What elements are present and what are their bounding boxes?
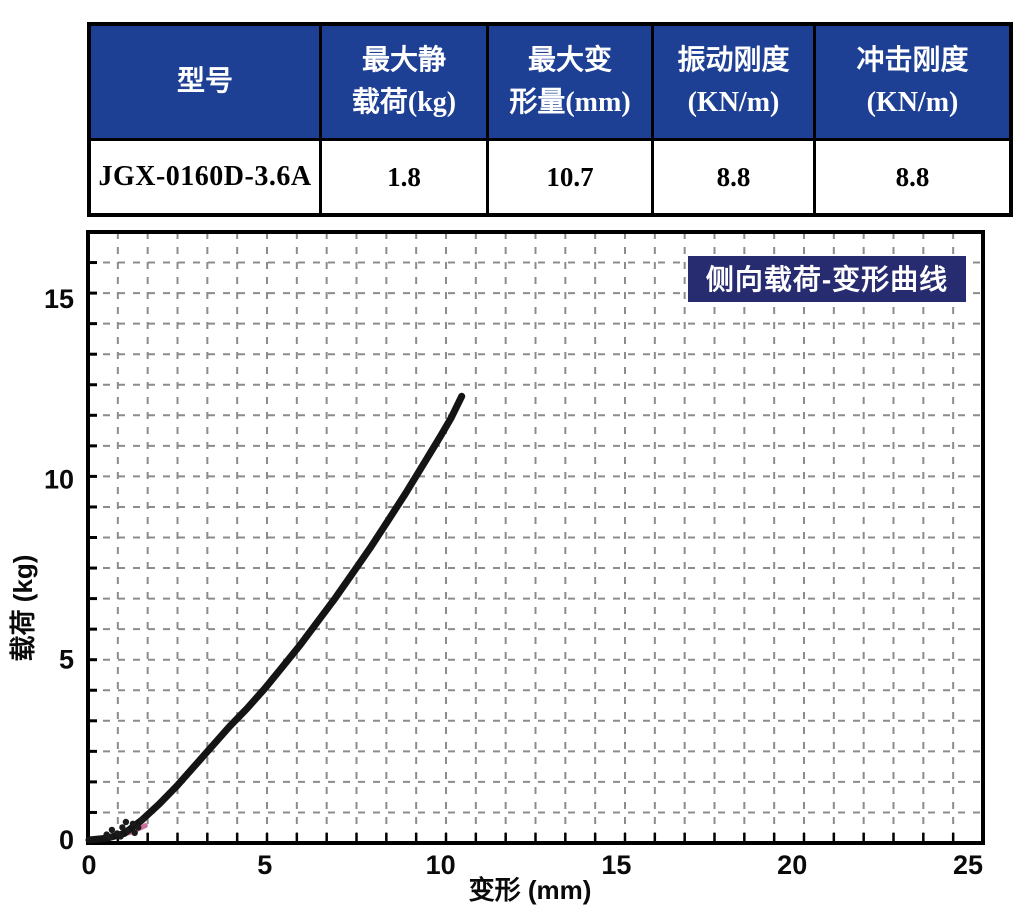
x-tick-label: 10 — [426, 850, 456, 880]
max-static-load-value: 1.8 — [387, 161, 421, 192]
x-axis-title: 变形 (mm) — [469, 875, 592, 905]
spec-header-vibration-stiffness: 振动刚度 (KN/m) — [654, 26, 813, 138]
model-number: JGX-0160D-3.6A — [98, 161, 312, 192]
header-line: 最大变 — [527, 45, 612, 76]
header-line: (KN/m) — [866, 87, 959, 118]
header-line: 形量(mm) — [509, 87, 631, 118]
header-line: 冲击刚度 — [856, 45, 969, 76]
y-tick-label: 10 — [44, 464, 74, 494]
max-deformation-value: 10.7 — [546, 161, 594, 192]
vibration-stiffness-value: 8.8 — [716, 161, 751, 192]
origin-scatter-cluster — [103, 817, 145, 841]
spec-header-model: 型号 — [91, 26, 319, 138]
y-tick-label: 5 — [59, 645, 74, 675]
tick-labels: 0 5 10 15 20 25 0 5 10 15 — [44, 284, 983, 880]
spec-value-model: JGX-0160D-3.6A — [91, 141, 319, 213]
y-tick-label: 15 — [44, 284, 74, 314]
x-tick-label: 0 — [81, 850, 96, 880]
header-line: 最大静 — [361, 45, 446, 76]
x-tick-label: 5 — [257, 850, 272, 880]
x-tick-label: 15 — [601, 850, 631, 880]
spec-header-impact-stiffness: 冲击刚度 (KN/m) — [816, 26, 1009, 138]
header-line: 型号 — [176, 66, 233, 97]
spec-value-max-static-load: 1.8 — [322, 141, 486, 213]
legend-box — [688, 256, 966, 302]
header-line: 振动刚度 — [677, 45, 790, 76]
spec-header-max-static-load: 最大静载荷(kg) — [322, 26, 486, 138]
header-line: 载荷(kg) — [351, 87, 457, 118]
y-tick-label: 0 — [59, 825, 74, 855]
spec-value-impact-stiffness: 8.8 — [816, 141, 1009, 213]
spec-value-vibration-stiffness: 8.8 — [654, 141, 813, 213]
spec-header-max-deformation: 最大变形量(mm) — [489, 26, 651, 138]
spec-value-max-deformation: 10.7 — [489, 141, 651, 213]
y-axis-title: 载荷 (kg) — [8, 555, 38, 662]
x-tick-label: 25 — [953, 850, 983, 880]
spec-table: 型号 最大静载荷(kg) 最大变形量(mm) 振动刚度 (KN/m) 冲击刚度 (K… — [87, 22, 1013, 217]
header-line: (KN/m) — [687, 87, 780, 118]
load-deformation-curve — [85, 392, 466, 844]
legend-title: 侧向载荷-变形曲线 — [706, 263, 948, 295]
x-tick-label: 20 — [777, 850, 807, 880]
grid-lines — [88, 232, 983, 843]
impact-stiffness-value: 8.8 — [895, 161, 930, 192]
